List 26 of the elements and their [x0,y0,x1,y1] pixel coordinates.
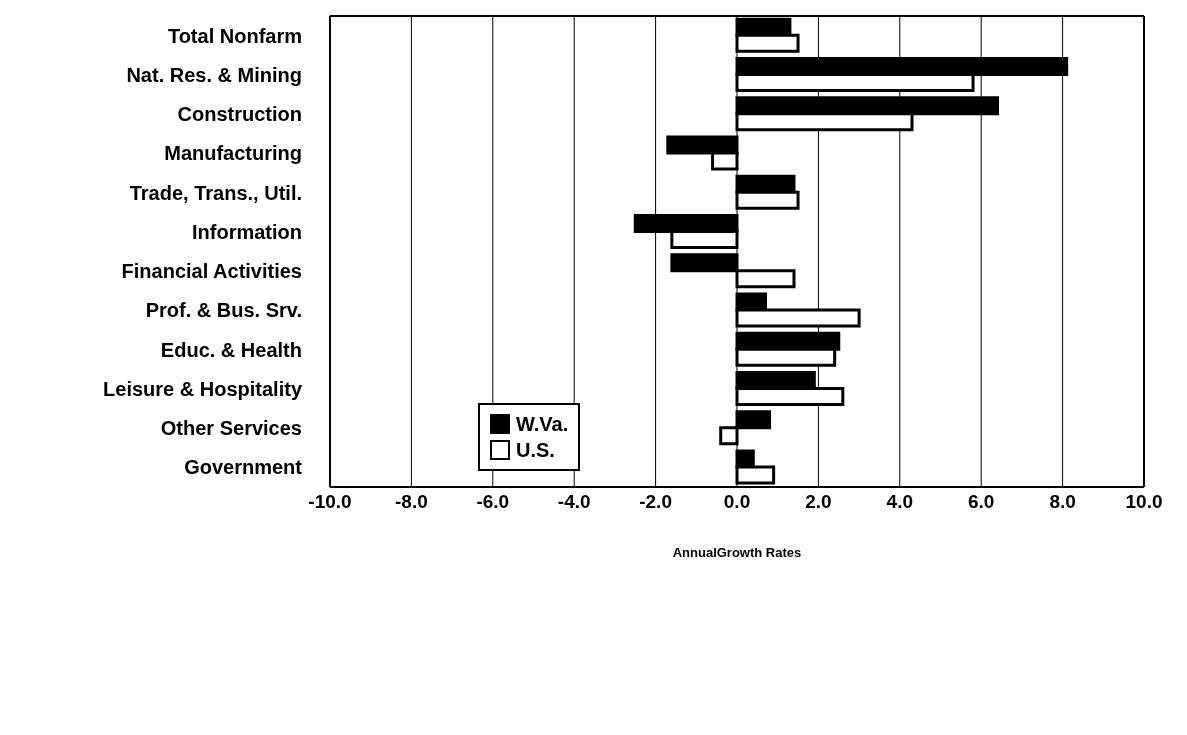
y-tick-label: Financial Activities [121,260,302,283]
y-tick-label: Nat. Res. & Mining [126,63,302,86]
legend-label: W.Va. [516,412,569,437]
y-tick-label: Information [192,220,302,243]
y-tick-label: Total Nonfarm [167,24,302,47]
legend-label: U.S. [516,438,555,463]
x-tick-label: -2.0 [639,491,672,513]
y-tick-label: Manufacturing [164,142,302,165]
y-tick-label: Trade, Trans., Util. [129,181,302,204]
x-tick-label: 8.0 [1049,491,1076,513]
x-tick-label: 4.0 [886,491,914,513]
x-tick-label: 2.0 [805,491,832,513]
y-tick-label: Government [184,456,303,479]
y-tick-label: Other Services [160,417,302,440]
x-tick-label: 6.0 [967,491,995,513]
x-tick-label: -4.0 [557,491,591,513]
x-tick-label: -6.0 [476,491,510,513]
x-tick-label: 0.0 [723,491,751,513]
y-tick-label: Educ. & Health [160,338,302,361]
y-tick-label: Construction [177,103,302,126]
x-tick-label: 10.0 [1125,491,1163,513]
y-tick-label: Leisure & Hospitality [103,377,303,400]
y-tick-label: Prof. & Bus. Srv. [145,299,302,322]
x-axis-title: AnnualGrowth Rates [672,545,802,560]
x-tick-label: -10.0 [308,491,352,513]
x-tick-label: -8.0 [395,491,428,513]
